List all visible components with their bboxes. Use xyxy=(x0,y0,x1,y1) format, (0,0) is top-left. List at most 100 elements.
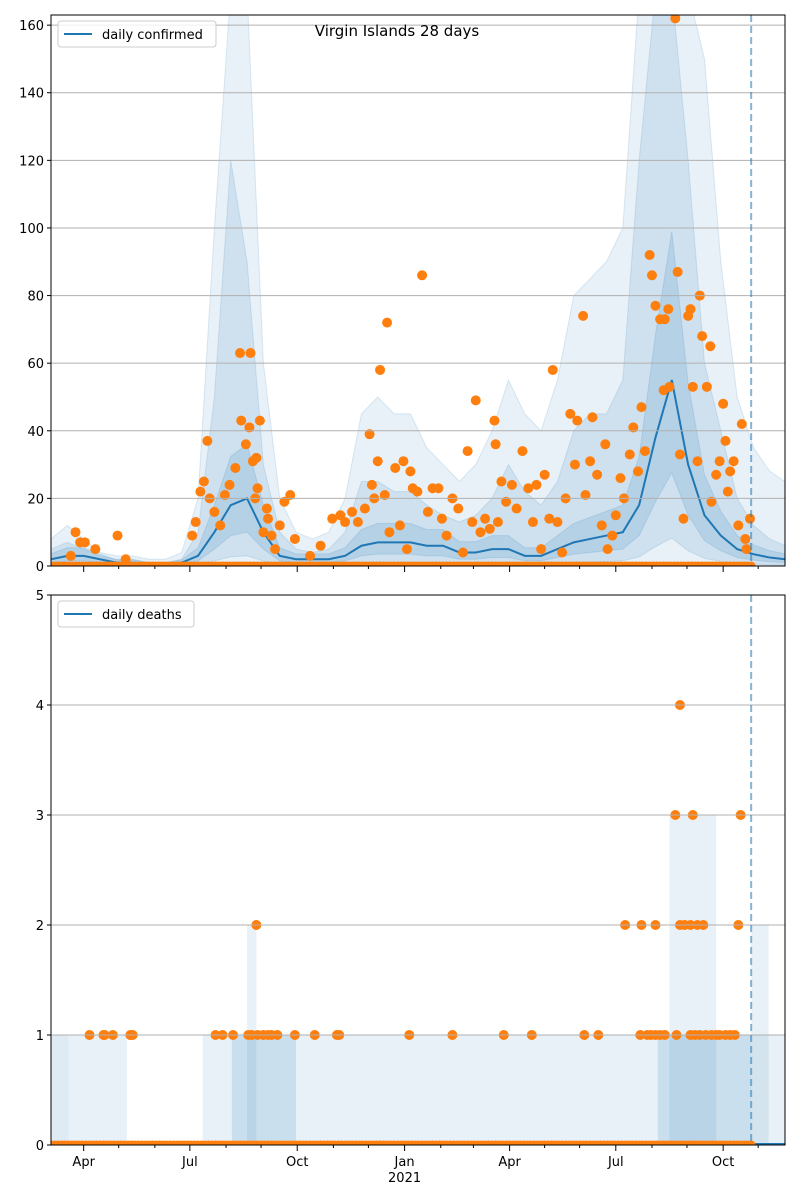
x-tick-label: Jan xyxy=(394,1155,415,1170)
observed-point xyxy=(289,533,300,544)
observed-point xyxy=(352,517,363,528)
observed-point xyxy=(236,415,247,426)
observed-point xyxy=(490,439,501,450)
observed-point xyxy=(506,479,517,490)
observed-point xyxy=(580,490,591,501)
observed-point xyxy=(587,412,598,423)
x-tick-label: Jul xyxy=(607,1155,624,1170)
y-tick-label: 20 xyxy=(27,492,44,507)
observed-point xyxy=(733,520,744,531)
observed-point xyxy=(245,348,256,359)
observed-point xyxy=(422,506,433,517)
observed-point xyxy=(65,550,76,561)
observed-point xyxy=(470,395,481,406)
observed-point xyxy=(315,540,326,551)
observed-point xyxy=(394,520,405,531)
observed-point xyxy=(70,527,81,538)
observed-point xyxy=(405,466,416,477)
observed-point xyxy=(511,503,522,514)
observed-point xyxy=(202,435,213,446)
observed-point xyxy=(252,483,263,494)
legend-label: daily confirmed xyxy=(102,28,203,43)
band-segment xyxy=(751,1035,785,1145)
confirmed-panel: 0 20 40 60 80 100 120 140 160 daily confirmed Virg… xyxy=(19,14,786,575)
outer-band xyxy=(51,15,785,566)
observed-point xyxy=(636,402,647,413)
observed-point xyxy=(674,449,685,460)
observed-point xyxy=(496,476,507,487)
observed-point xyxy=(305,550,316,561)
chart-title: Virgin Islands 28 days xyxy=(315,22,480,40)
y-tick-label: 4 xyxy=(36,699,44,714)
y-tick-label: 120 xyxy=(19,154,44,169)
y-tick-label: 5 xyxy=(36,589,44,604)
observed-point xyxy=(722,486,733,497)
band-segment xyxy=(68,1035,127,1145)
observed-point xyxy=(484,523,495,534)
observed-point xyxy=(517,446,528,457)
observed-point xyxy=(687,381,698,392)
observed-point xyxy=(527,517,538,528)
legend-box xyxy=(57,600,195,628)
observed-point xyxy=(467,517,478,528)
band-segment xyxy=(231,1035,297,1145)
y-tick-label: 3 xyxy=(36,809,44,824)
observed-point xyxy=(741,544,752,555)
observed-point xyxy=(489,415,500,426)
observed-point xyxy=(340,517,351,528)
plot-area xyxy=(51,700,785,1145)
observed-point xyxy=(646,270,657,281)
observed-point xyxy=(475,527,486,538)
observed-point xyxy=(547,364,558,375)
observed-point xyxy=(480,513,491,524)
observed-point xyxy=(285,490,296,501)
band-segment xyxy=(669,815,717,1145)
observed-point xyxy=(112,530,123,541)
observed-point xyxy=(359,503,370,514)
observed-point xyxy=(720,435,731,446)
y-tick-label: 60 xyxy=(27,357,44,372)
observed-point xyxy=(607,530,618,541)
observed-point xyxy=(659,314,670,325)
observed-point xyxy=(565,408,576,419)
observed-point xyxy=(382,317,393,328)
x-tick-label: Oct xyxy=(286,1155,308,1170)
observed-point xyxy=(664,381,675,392)
y-tick-label: 80 xyxy=(27,290,44,305)
observed-point xyxy=(384,527,395,538)
observed-point xyxy=(441,530,452,541)
observed-point xyxy=(714,456,725,467)
axes-frame xyxy=(50,14,786,567)
observed-point xyxy=(401,544,412,555)
observed-point xyxy=(198,476,209,487)
observed-point xyxy=(725,466,736,477)
observed-point xyxy=(596,520,607,531)
observed-point xyxy=(678,513,689,524)
observed-point xyxy=(501,496,512,507)
observed-point xyxy=(672,266,683,277)
observed-point xyxy=(270,544,281,555)
observed-point xyxy=(585,456,596,467)
observed-point xyxy=(492,517,503,528)
axes-frame xyxy=(50,594,786,1146)
observed-point xyxy=(740,533,751,544)
observed-point xyxy=(258,527,269,538)
inner-band xyxy=(51,231,785,566)
observed-point xyxy=(263,513,274,524)
observed-point xyxy=(390,462,401,473)
observed-point xyxy=(736,419,747,430)
observed-point xyxy=(706,496,717,507)
observed-point xyxy=(224,479,235,490)
observed-point xyxy=(457,547,468,558)
observed-point xyxy=(209,506,220,517)
observed-point xyxy=(744,513,755,524)
observed-point xyxy=(279,496,290,507)
observed-point xyxy=(602,544,613,555)
observed-point xyxy=(536,544,547,555)
observed-point xyxy=(663,304,674,315)
observed-point xyxy=(746,1140,756,1145)
observed-point xyxy=(244,422,255,433)
